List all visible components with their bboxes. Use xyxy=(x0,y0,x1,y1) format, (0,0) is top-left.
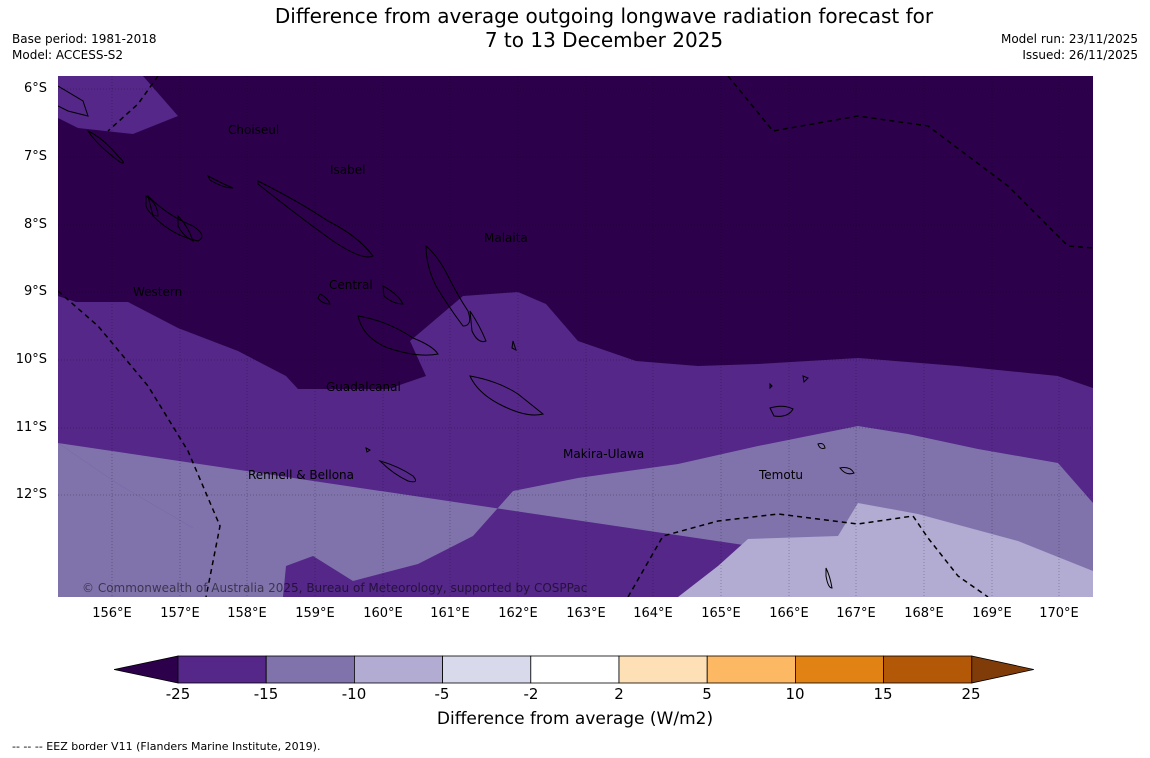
colorbar-segment xyxy=(883,655,973,684)
label-western: Western xyxy=(133,285,182,299)
anomaly-corner-west xyxy=(58,443,193,597)
label-choiseul: Choiseul xyxy=(228,123,279,137)
model-run: Model run: 23/11/2025 xyxy=(1000,32,1138,46)
label-makira: Makira-Ulawa xyxy=(563,447,644,461)
colorbar-segment xyxy=(706,655,796,684)
colorbar-segment xyxy=(353,655,443,684)
colorbar-tick: 5 xyxy=(702,685,712,703)
island-malaita-south xyxy=(469,310,487,342)
copyright-notice: © Commonwealth of Australia 2025, Bureau… xyxy=(82,581,587,595)
island-vella-lavella xyxy=(145,195,159,217)
island-vanikoro xyxy=(839,467,855,475)
label-rennell: Rennell & Bellona xyxy=(248,468,354,482)
lon-label: 159°E xyxy=(295,606,335,621)
lat-label: 12°S xyxy=(15,487,47,502)
island-tikopia xyxy=(825,567,833,589)
colorbar-tick: 10 xyxy=(785,685,805,703)
chart-title: Difference from average outgoing longwav… xyxy=(0,4,1150,52)
anomaly-band-10-5 xyxy=(678,503,1093,597)
meta-left: Base period: 1981-2018 Model: ACCESS-S2 xyxy=(12,31,157,63)
coastlines xyxy=(58,85,855,589)
lon-label: 156°E xyxy=(92,606,132,621)
lat-label: 9°S xyxy=(23,284,47,299)
label-guadalcanal: Guadalcanal xyxy=(326,380,401,394)
island-utupua xyxy=(817,443,826,449)
lon-label: 165°E xyxy=(701,606,741,621)
map-panel: Choiseul Isabel Malaita Western Central … xyxy=(58,76,1093,597)
colorbar-segment xyxy=(618,655,708,684)
title-line-2: 7 to 13 December 2025 xyxy=(484,28,724,52)
island-ulawa xyxy=(511,340,517,351)
island-reef xyxy=(802,375,809,384)
colorbar-extend-low xyxy=(114,655,179,684)
island-new-georgia xyxy=(147,194,203,242)
island-isabel-west xyxy=(206,174,234,189)
region-labels: Choiseul Isabel Malaita Western Central … xyxy=(133,123,803,482)
label-temotu: Temotu xyxy=(758,468,803,482)
colorbar-tick: -25 xyxy=(165,685,191,703)
island-guadalcanal xyxy=(357,315,439,356)
colorbar-segment xyxy=(177,655,267,684)
model-name: Model: ACCESS-S2 xyxy=(12,48,124,62)
base-period: Base period: 1981-2018 xyxy=(12,32,157,46)
lon-label: 160°E xyxy=(363,606,403,621)
island-makira xyxy=(469,375,545,416)
lon-label: 164°E xyxy=(633,606,673,621)
lon-label: 166°E xyxy=(769,606,809,621)
lat-label: 8°S xyxy=(23,217,47,232)
lon-label: 168°E xyxy=(904,606,944,621)
colorbar-segment xyxy=(795,655,885,684)
colorbar-tick: 15 xyxy=(873,685,893,703)
island-russell xyxy=(382,285,404,305)
colorbar-tick: -10 xyxy=(341,685,367,703)
title-line-1: Difference from average outgoing longwav… xyxy=(274,4,934,28)
label-malaita: Malaita xyxy=(484,231,528,245)
eez-footnote: -- -- -- EEZ border V11 (Flanders Marine… xyxy=(12,740,321,753)
lon-label: 157°E xyxy=(160,606,200,621)
colorbar-tick: -15 xyxy=(253,685,279,703)
colorbar-tick: -2 xyxy=(523,685,539,703)
lat-label: 10°S xyxy=(15,352,47,367)
meta-right: Model run: 23/11/2025 Issued: 26/11/2025 xyxy=(1001,31,1138,63)
island-duff xyxy=(769,382,773,390)
colorbar-tick: 2 xyxy=(614,685,624,703)
island-bougainville-south xyxy=(58,85,89,117)
label-isabel: Isabel xyxy=(330,163,365,177)
lon-label: 163°E xyxy=(566,606,606,621)
lon-label: 158°E xyxy=(227,606,267,621)
issued-date: Issued: 26/11/2025 xyxy=(1022,48,1138,62)
colorbar xyxy=(114,655,1034,684)
colorbar-extend-high xyxy=(971,655,1034,684)
colorbar-segment xyxy=(265,655,355,684)
island-rendova xyxy=(177,214,194,242)
lat-label: 6°S xyxy=(23,81,47,96)
eez-borders xyxy=(58,76,1093,597)
lon-label: 167°E xyxy=(836,606,876,621)
island-florida xyxy=(317,293,331,305)
lon-label: 162°E xyxy=(498,606,538,621)
island-santa-cruz xyxy=(769,405,794,417)
lat-label: 11°S xyxy=(15,420,47,435)
label-central: Central xyxy=(329,278,373,292)
island-bellona xyxy=(365,447,371,453)
island-choiseul xyxy=(86,129,124,164)
colorbar-title: Difference from average (W/m2) xyxy=(436,709,714,729)
lat-label: 7°S xyxy=(23,149,47,164)
colorbar-segment xyxy=(442,655,532,684)
lon-label: 170°E xyxy=(1039,606,1079,621)
island-rennell xyxy=(378,460,417,483)
lon-label: 169°E xyxy=(972,606,1012,621)
island-malaita xyxy=(425,244,471,327)
colorbar-tick: 25 xyxy=(961,685,981,703)
lon-label: 161°E xyxy=(430,606,470,621)
anomaly-patch-northwest xyxy=(58,76,178,134)
island-santa-isabel xyxy=(257,180,374,258)
colorbar-tick: -5 xyxy=(434,685,450,703)
colorbar-segment xyxy=(530,655,620,684)
